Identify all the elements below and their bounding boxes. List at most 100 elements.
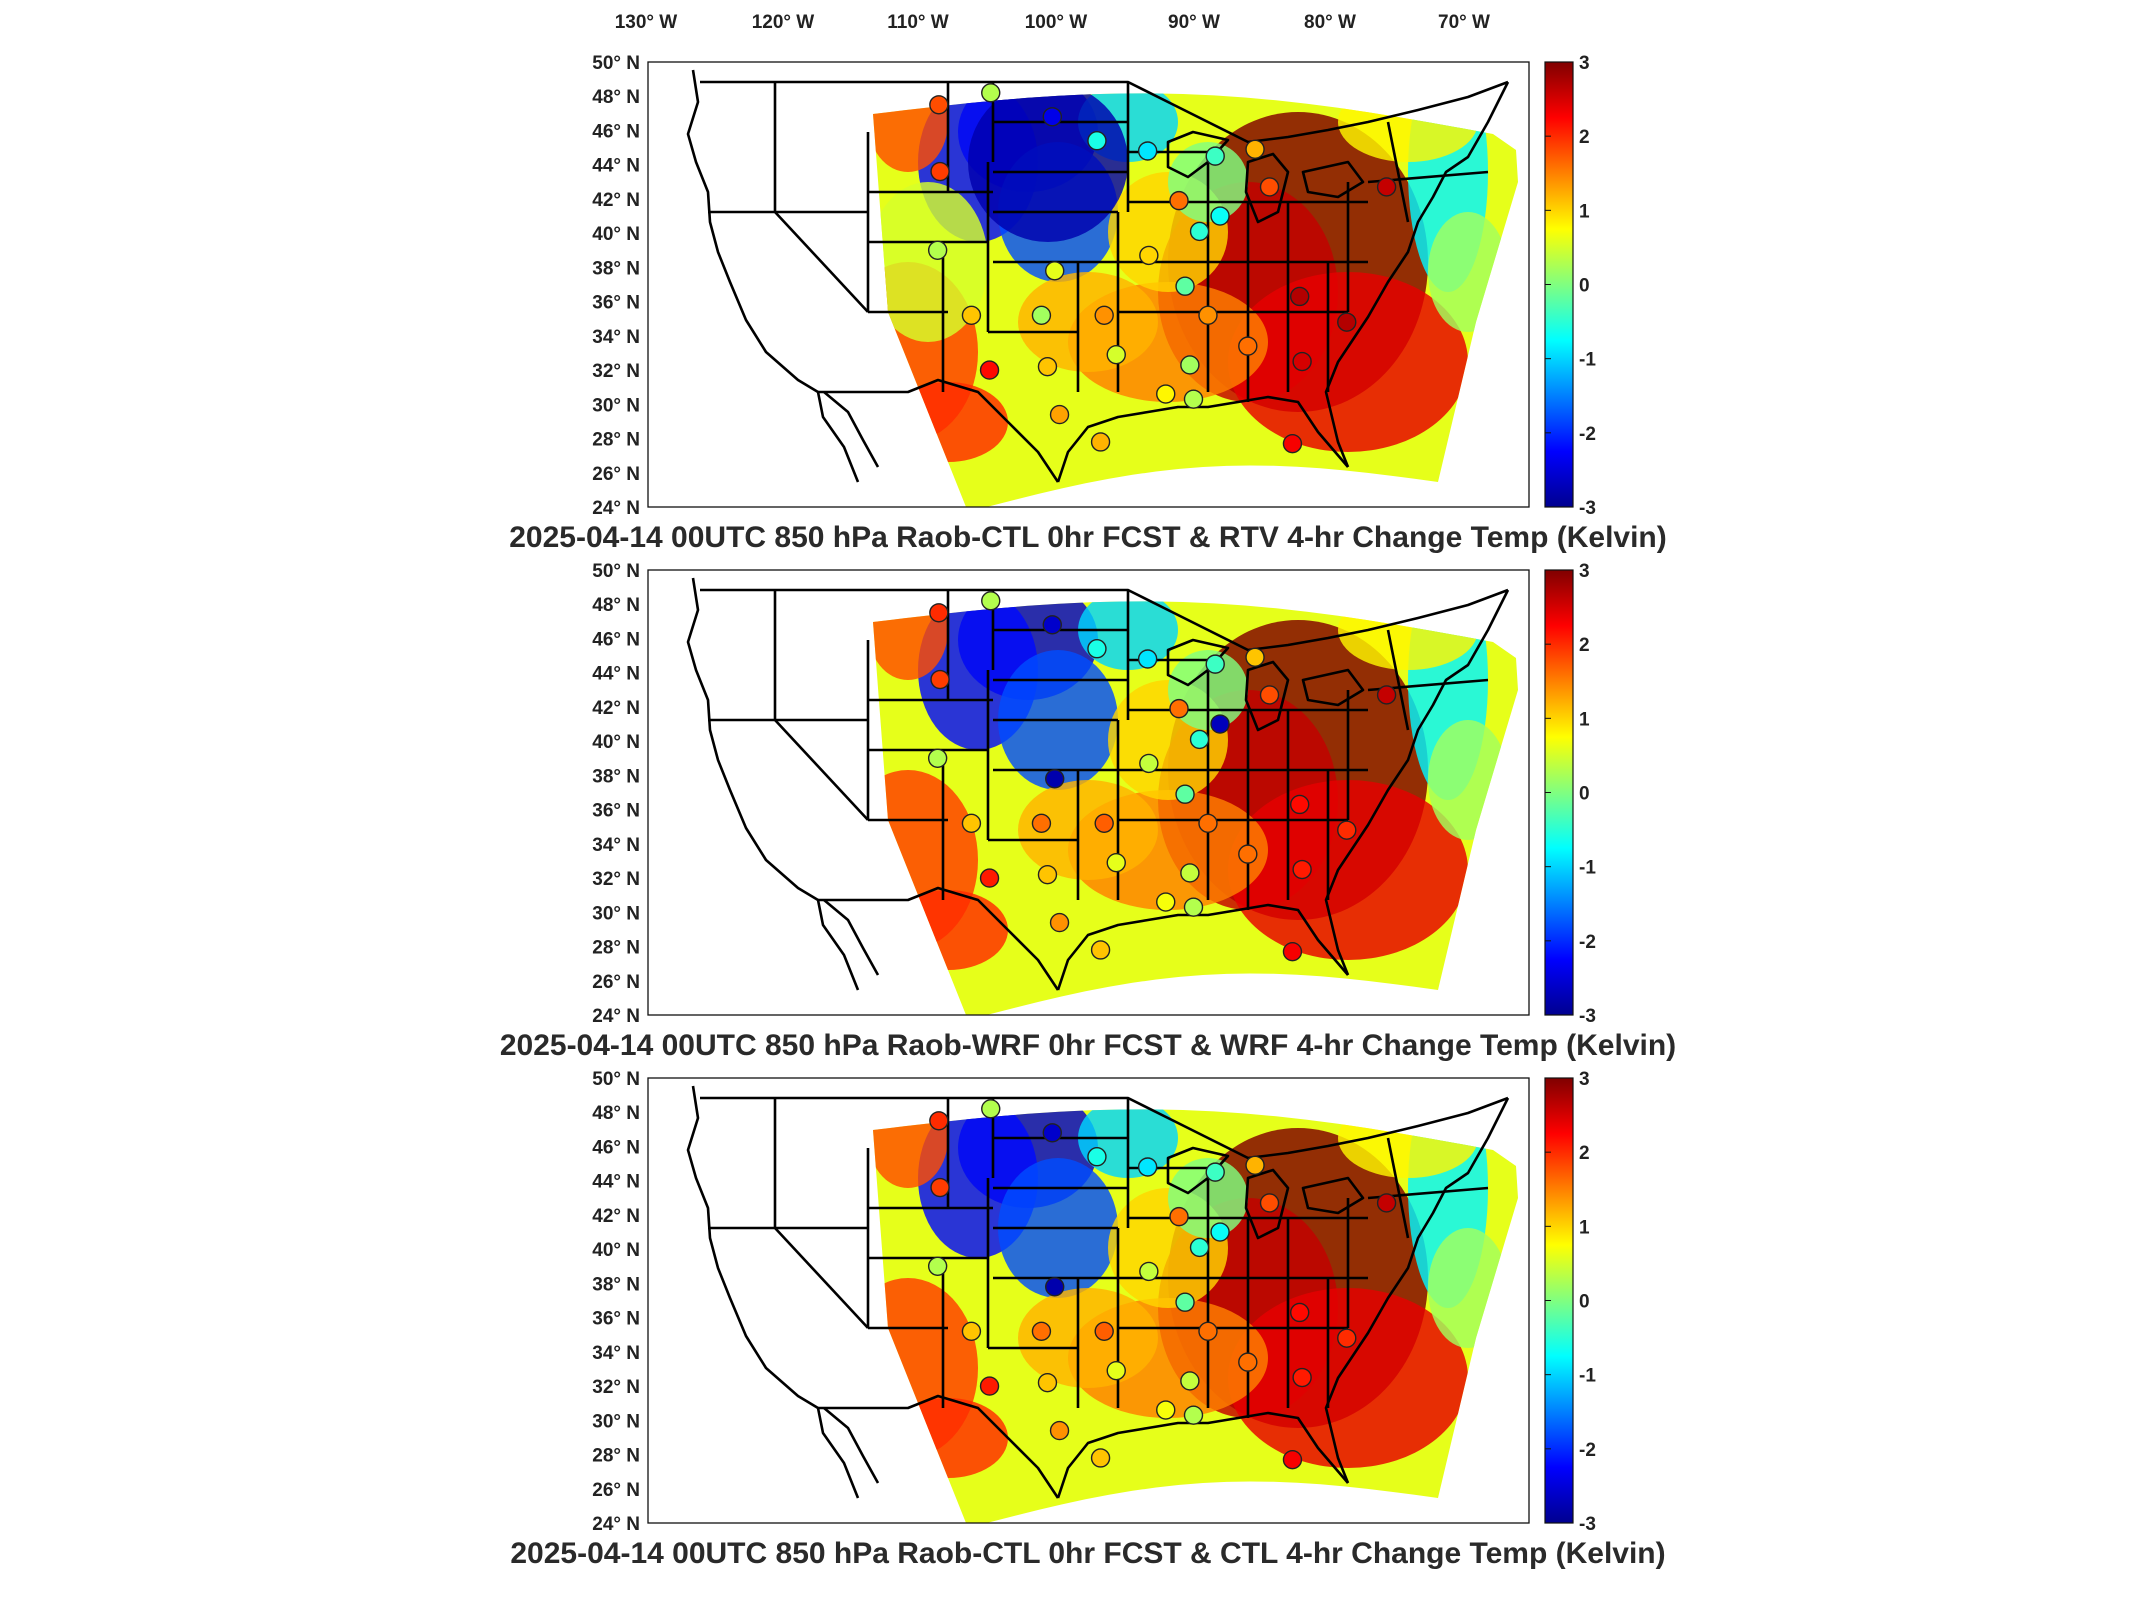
map-panels: 50° N 48° N 46° N 44° N 42° N 40° N 38° N 36° N… <box>500 53 1676 1570</box>
map-panel-rtv: 50° N 48° N 46° N 44° N 42° N 40° N 38° N 36° N… <box>509 53 1667 554</box>
raob-station-marker <box>1169 698 1189 719</box>
latitude-label: 44° N <box>592 156 640 177</box>
raob-station-marker <box>1245 647 1265 667</box>
raob-station-marker <box>1139 753 1159 774</box>
latitude-label: 46° N <box>592 629 640 650</box>
raob-station-marker <box>1156 1400 1176 1420</box>
raob-station-marker <box>979 360 1000 380</box>
raob-station-marker <box>981 1099 1001 1119</box>
colorbar-tick-label: 2 <box>1579 635 1590 656</box>
latitude-label: 42° N <box>592 698 640 719</box>
state-boundaries <box>686 69 1510 483</box>
panel-title: 2025-04-14 00UTC 850 hPa Raob-CTL 0hr FC… <box>510 1537 1665 1570</box>
raob-station-marker <box>1042 1123 1062 1143</box>
raob-station-marker <box>1238 1352 1258 1372</box>
raob-station-marker <box>981 83 1001 103</box>
colorbar-tick-label: 3 <box>1579 561 1590 582</box>
raob-station-marker <box>961 813 982 834</box>
raob-station-marker <box>1180 863 1200 883</box>
raob-station-marker <box>1259 1193 1280 1213</box>
latitude-label: 32° N <box>592 361 640 382</box>
colorbar-tick-label: -1 <box>1579 858 1596 879</box>
raob-stations <box>927 83 1397 454</box>
latitude-label: 38° N <box>592 258 640 279</box>
raob-station-marker <box>1183 897 1204 917</box>
raob-station-marker <box>1156 384 1176 404</box>
raob-station-marker <box>1139 245 1159 266</box>
raob-station-marker <box>1337 312 1357 332</box>
raob-station-marker <box>1094 813 1114 834</box>
raob-station-marker <box>1210 1222 1230 1242</box>
colorbar-tick-label: 1 <box>1579 709 1590 730</box>
latitude-label: 50° N <box>592 1069 640 1090</box>
raob-station-marker <box>1094 1321 1114 1342</box>
latitude-label: 48° N <box>592 1103 640 1124</box>
raob-station-marker <box>1137 141 1158 161</box>
latitude-label: 50° N <box>592 561 640 582</box>
latitude-axis-labels: 50° N 48° N 46° N 44° N 42° N 40° N 38° N 36° N… <box>592 561 640 1027</box>
raob-station-marker <box>1337 820 1357 840</box>
raob-station-marker <box>1106 1360 1126 1381</box>
raob-station-marker <box>1189 729 1210 750</box>
longitude-axis-labels: 130° W 120° W 110° W 100° W 90° W 80° W 70° W <box>615 12 1490 33</box>
colorbar-tick-label: -3 <box>1579 1514 1596 1535</box>
colorbar-tick-label: 3 <box>1579 1069 1590 1090</box>
colorbar-tick-label: 1 <box>1579 1217 1590 1238</box>
longitude-label: 100° W <box>1025 12 1088 33</box>
map-frame <box>647 61 1530 508</box>
raob-station-marker <box>1198 1321 1218 1342</box>
raob-station-marker <box>1282 1449 1303 1470</box>
latitude-label: 48° N <box>592 87 640 108</box>
raob-station-marker <box>1292 859 1312 880</box>
latitude-label: 28° N <box>592 430 640 451</box>
raob-station-marker <box>1292 351 1312 372</box>
latitude-label: 32° N <box>592 1377 640 1398</box>
raob-station-marker <box>1376 177 1397 197</box>
latitude-label: 26° N <box>592 1480 640 1501</box>
raob-station-marker <box>1198 813 1218 834</box>
raob-station-marker <box>1042 615 1062 635</box>
raob-station-marker <box>1139 1261 1159 1282</box>
latitude-label: 36° N <box>592 293 640 314</box>
colorbar: 3 2 1 0 -1 -2 -3 <box>1544 1069 1596 1535</box>
latitude-label: 34° N <box>592 835 640 856</box>
latitude-label: 24° N <box>592 1006 640 1027</box>
latitude-axis-labels: 50° N 48° N 46° N 44° N 42° N 40° N 38° N 36° N… <box>592 1069 640 1535</box>
raob-station-marker <box>1049 404 1070 425</box>
raob-station-marker <box>1210 714 1230 734</box>
raob-station-marker <box>1259 685 1280 705</box>
colorbar-tick-label: 2 <box>1579 127 1590 148</box>
raob-station-marker <box>1169 1206 1189 1227</box>
raob-station-marker <box>1031 813 1052 834</box>
raob-station-marker <box>1106 344 1126 365</box>
raob-station-marker <box>1292 1367 1312 1388</box>
colorbar-tick-label: -1 <box>1579 1366 1596 1387</box>
colorbar-tick-label: -3 <box>1579 498 1596 519</box>
raob-station-marker <box>1031 1321 1052 1342</box>
longitude-label: 110° W <box>887 12 949 33</box>
latitude-label: 26° N <box>592 464 640 485</box>
latitude-label: 44° N <box>592 664 640 685</box>
raob-station-marker <box>1245 139 1265 159</box>
colorbar-tick-label: 2 <box>1579 1143 1590 1164</box>
raob-station-marker <box>1090 1448 1111 1468</box>
raob-station-marker <box>1137 1157 1158 1177</box>
colorbar: 3 2 1 0 -1 -2 -3 <box>1544 561 1596 1027</box>
raob-station-marker <box>1180 355 1200 375</box>
latitude-label: 34° N <box>592 1343 640 1364</box>
raob-station-marker <box>1210 206 1230 226</box>
raob-station-marker <box>1238 336 1258 356</box>
raob-station-marker <box>1094 305 1114 326</box>
raob-station-marker <box>1183 1405 1204 1425</box>
map-panel-wrf: 50° N 48° N 46° N 44° N 42° N 40° N 38° N 36° N… <box>500 561 1676 1062</box>
raob-station-marker <box>1198 305 1218 326</box>
raob-station-marker <box>1049 912 1070 933</box>
raob-station-marker <box>1238 844 1258 864</box>
raob-station-marker <box>1090 432 1111 452</box>
raob-station-marker <box>1169 190 1189 211</box>
raob-station-marker <box>927 748 948 768</box>
colorbar-tick-label: 0 <box>1579 1292 1590 1313</box>
raob-station-marker <box>1045 769 1065 789</box>
map-frame <box>647 569 1530 1016</box>
